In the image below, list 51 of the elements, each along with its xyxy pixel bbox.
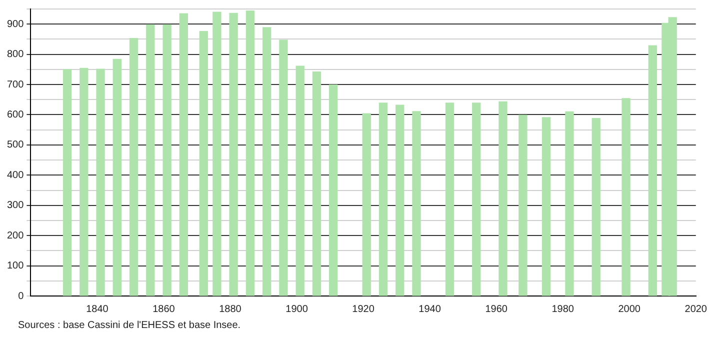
y-tick-label: 900 [6, 18, 24, 30]
bar [565, 111, 574, 296]
y-tick-label: 400 [6, 170, 24, 181]
bar [262, 27, 272, 296]
bar [542, 117, 551, 296]
x-tick-label: 1920 [352, 304, 375, 315]
x-tick-label: 1900 [286, 304, 308, 315]
bar [62, 69, 72, 296]
bar [312, 72, 322, 296]
bar [129, 38, 138, 296]
bar [518, 114, 528, 296]
x-tick-label: 1980 [552, 304, 574, 315]
bar [246, 10, 255, 296]
bar [146, 24, 155, 296]
bar [648, 45, 657, 296]
y-tick-label: 800 [6, 49, 24, 60]
source-note: Sources : base Cassini de l'EHESS et base Insee. [18, 320, 241, 331]
bar [162, 24, 172, 296]
y-tick-label: 200 [6, 230, 24, 242]
bar [396, 104, 404, 296]
x-tick-label: 1940 [418, 304, 442, 315]
bar [279, 40, 288, 296]
bar [329, 84, 338, 296]
bar [179, 13, 188, 296]
bar [378, 102, 388, 296]
y-tick-label: 300 [6, 200, 24, 212]
bar [498, 101, 508, 296]
x-tick-label: 1880 [219, 304, 242, 315]
y-tick-label: 500 [6, 140, 24, 151]
bar [199, 31, 208, 296]
x-tick-label: 1840 [86, 304, 109, 315]
bar [592, 118, 600, 296]
bar [412, 111, 421, 296]
bar [112, 58, 122, 296]
bar [96, 68, 105, 296]
y-tick-label: 700 [6, 79, 24, 90]
y-tick-label: 600 [6, 109, 24, 120]
bar [229, 12, 238, 296]
bar [80, 68, 88, 296]
bar [296, 66, 304, 296]
x-tick-label: 2000 [618, 304, 641, 315]
bar [445, 102, 454, 296]
x-tick-label: 2020 [684, 304, 708, 315]
bar [472, 102, 481, 296]
bar [362, 113, 371, 296]
x-tick-label: 1860 [152, 304, 176, 315]
bar [622, 98, 630, 296]
x-tick-label: 1960 [485, 304, 508, 315]
y-tick-label: 0 [18, 290, 24, 302]
bar [212, 12, 222, 296]
y-tick-label: 100 [6, 260, 24, 272]
